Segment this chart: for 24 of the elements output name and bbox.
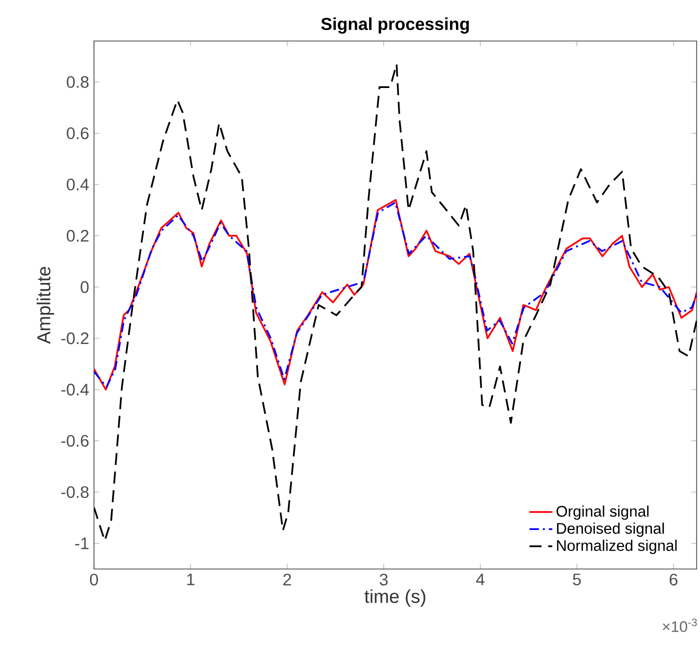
legend-label: Denoised signal — [557, 522, 664, 537]
text: ×10$^{-3}$ — [662, 618, 697, 632]
legend-label: Normalized signal — [557, 540, 677, 554]
y-tick-label: -0.2 — [61, 332, 88, 344]
chart-title: Signal processing — [321, 17, 469, 34]
x-tick-label: 6 — [670, 574, 678, 586]
y-tick-label: -0.4 — [61, 384, 89, 396]
x-tick-label: 3 — [380, 574, 388, 586]
y-tick-label: -0.8 — [61, 486, 89, 498]
x-tick-label: 5 — [572, 574, 581, 586]
y-tick-label: -1 — [75, 538, 88, 550]
legend-label: Orginal signal — [556, 506, 649, 520]
x-tick-label: 4 — [476, 574, 484, 586]
y-tick-label: 0.2 — [66, 230, 88, 242]
x-tick-label: 1 — [187, 574, 194, 586]
x-axis-title: time (s) — [364, 589, 426, 607]
y-tick-label: -0.6 — [61, 434, 89, 447]
x-tick-label: 2 — [283, 574, 291, 586]
y-tick-label: 0.8 — [66, 76, 89, 88]
y-tick-label: 0 — [80, 281, 89, 293]
y-axis-title: Amplitute — [36, 266, 54, 344]
y-tick-label: 0.4 — [66, 178, 89, 190]
x-tick-label: 0 — [90, 574, 98, 586]
y-tick-label: 0.6 — [66, 127, 89, 140]
